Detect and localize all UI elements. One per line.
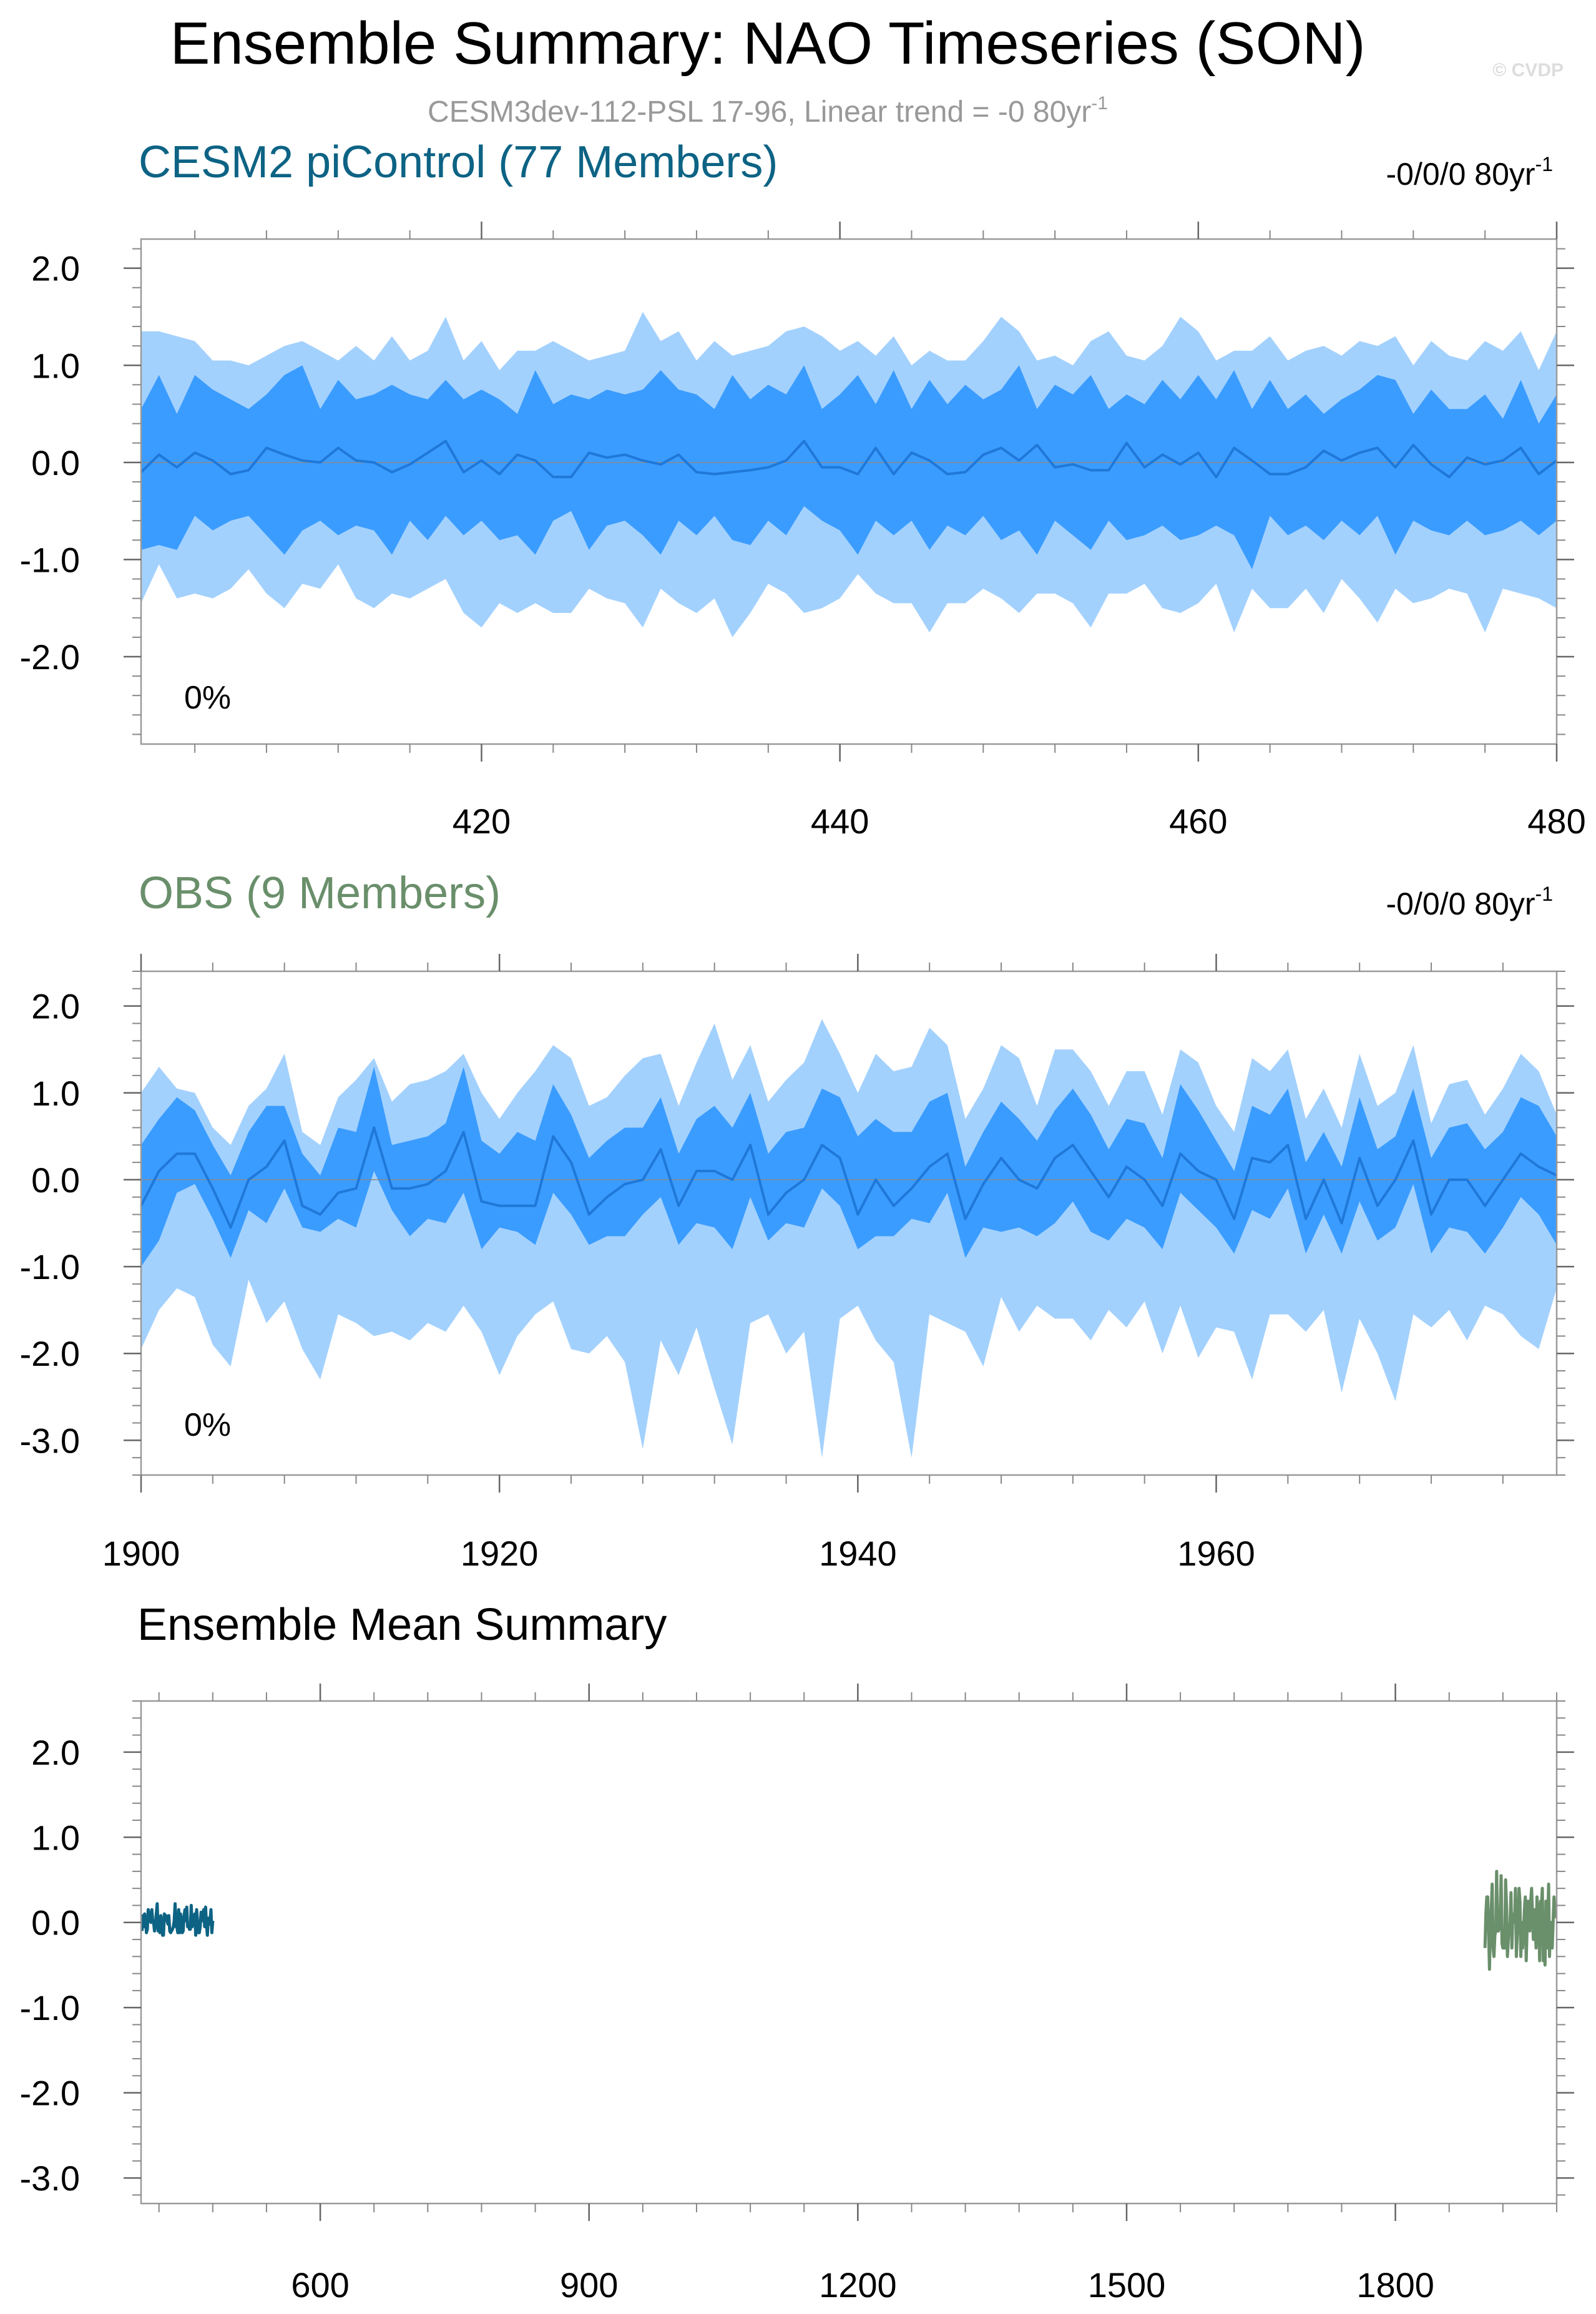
x-tick-label: 1500 — [1088, 2265, 1166, 2305]
ensemble-mean-chart-panel: 600 900 1200 1500 1800 2.0 1.0 0.0 -1.0 -2.0 -3.0 — [20, 1684, 1574, 2305]
plot-frame — [140, 238, 1558, 745]
mean-series-line-1 — [1483, 1870, 1558, 1971]
y-tick-label: 2.0 — [31, 249, 80, 288]
y-tick-label: -2.0 — [20, 637, 81, 677]
figure-subtitle: CESM3dev-112-PSL 17-96, Linear trend = -… — [428, 93, 1108, 129]
y-tick-label: -1.0 — [20, 1988, 81, 2027]
panel-obs-trend-sup: -1 — [1535, 883, 1553, 905]
panel-mean-title: Ensemble Mean Summary — [137, 1600, 667, 1650]
x-tick-label: 460 — [1169, 802, 1227, 841]
y-tick-label: 1.0 — [31, 1818, 80, 1857]
panel-cesm-trend: -0/0/0 80yr-1 — [1386, 153, 1553, 192]
figure-subtitle-text: CESM3dev-112-PSL 17-96, Linear trend = -… — [428, 96, 1091, 129]
y-tick-label: -2.0 — [20, 2074, 81, 2113]
panel-obs-trend: -0/0/0 80yr-1 — [1386, 883, 1553, 921]
y-tick-label: -3.0 — [20, 2159, 81, 2198]
figure-subtitle-sup: -1 — [1091, 93, 1108, 114]
panel-obs-trend-text: -0/0/0 80yr — [1386, 886, 1535, 921]
y-tick-label: 0.0 — [31, 1903, 80, 1943]
x-tick-label: 1960 — [1177, 1534, 1255, 1573]
x-tick-label: 1920 — [461, 1534, 539, 1573]
x-tick-label: 420 — [453, 802, 511, 841]
x-tick-label: 600 — [291, 2265, 349, 2305]
mean-series-line-0 — [140, 1902, 215, 1937]
panel-cesm-title: CESM2 piControl (77 Members) — [139, 137, 778, 187]
y-tick-label: 2.0 — [31, 987, 80, 1026]
x-tick-label: 1940 — [819, 1534, 897, 1573]
y-tick-label: 0.0 — [31, 443, 80, 483]
panel-cesm-trend-text: -0/0/0 80yr — [1386, 157, 1535, 192]
inner-range-band — [141, 1067, 1557, 1267]
x-tick-label: 480 — [1527, 802, 1585, 841]
ensemble-mean-line — [140, 1126, 1557, 1229]
y-tick-label: -3.0 — [20, 1421, 81, 1460]
y-tick-label: -1.0 — [20, 1247, 81, 1287]
x-tick-label: 1200 — [819, 2265, 897, 2305]
y-tick-label: 1.0 — [31, 346, 80, 385]
x-tick-label: 900 — [560, 2265, 618, 2305]
y-tick-label: -1.0 — [20, 540, 81, 579]
x-tick-label: 1800 — [1356, 2265, 1434, 2305]
figure-watermark: © CVDP — [1492, 60, 1564, 81]
obs-chart-panel: 0% 1900 1920 1940 1960 2.0 1.0 0.0 -1.0 -2.0 -3.0 — [20, 954, 1574, 1573]
percent-label: 0% — [184, 1407, 231, 1443]
inner-range-band — [141, 365, 1557, 569]
x-tick-label: 1900 — [102, 1534, 180, 1573]
cesm-chart-panel: 0% 420 440 460 480 2.0 1.0 0.0 -1.0 -2.0 — [20, 222, 1586, 841]
panel-cesm-trend-sup: -1 — [1535, 153, 1553, 175]
panel-obs-title: OBS (9 Members) — [139, 868, 501, 918]
percent-label: 0% — [184, 680, 231, 716]
y-tick-label: 1.0 — [31, 1074, 80, 1113]
y-tick-label: 0.0 — [31, 1160, 80, 1200]
y-tick-label: 2.0 — [31, 1733, 80, 1772]
y-tick-label: -2.0 — [20, 1334, 81, 1373]
x-tick-label: 440 — [811, 802, 869, 841]
figure-title: Ensemble Summary: NAO Timeseries (SON) — [170, 10, 1365, 77]
plot-frame — [140, 1700, 1558, 2205]
plot-frame — [140, 970, 1558, 1476]
ensemble-mean-line — [140, 439, 1558, 479]
